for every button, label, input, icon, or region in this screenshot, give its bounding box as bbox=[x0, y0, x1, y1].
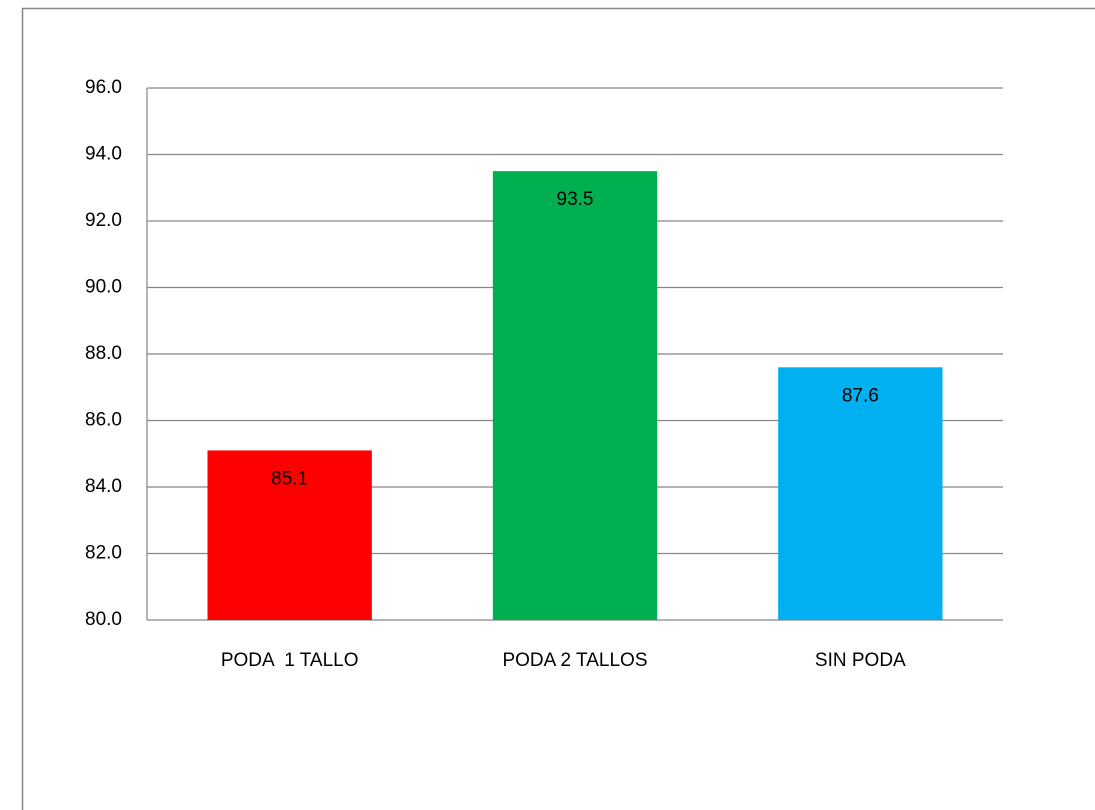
y-tick-label: 86.0 bbox=[85, 410, 122, 431]
y-tick-label: 82.0 bbox=[85, 543, 122, 564]
bar bbox=[207, 450, 372, 620]
x-tick-label: SIN PODA bbox=[815, 650, 906, 671]
y-tick-label: 84.0 bbox=[85, 476, 122, 497]
chart-border bbox=[21, 7, 1095, 810]
y-tick-label: 80.0 bbox=[85, 609, 122, 630]
bar bbox=[778, 367, 943, 620]
x-tick-label: PODA 2 TALLOS bbox=[502, 650, 647, 671]
y-tick-label: 94.0 bbox=[85, 144, 122, 165]
data-label: 87.6 bbox=[842, 385, 879, 406]
y-tick-label: 96.0 bbox=[85, 77, 122, 98]
y-tick-label: 92.0 bbox=[85, 210, 122, 231]
x-tick-label: PODA 1 TALLO bbox=[221, 650, 359, 671]
data-label: 85.1 bbox=[271, 468, 308, 489]
y-tick-label: 90.0 bbox=[85, 277, 122, 298]
y-tick-label: 88.0 bbox=[85, 343, 122, 364]
bar bbox=[492, 171, 658, 620]
data-label: 93.5 bbox=[557, 189, 594, 210]
